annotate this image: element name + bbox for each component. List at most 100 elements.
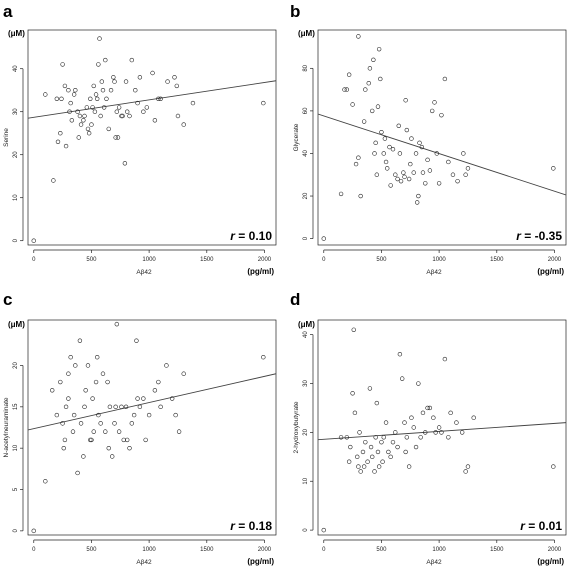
correlation-label: r = 0.10 — [230, 229, 272, 243]
data-point — [77, 338, 83, 343]
data-point — [375, 104, 381, 109]
data-point — [100, 371, 106, 376]
data-point — [436, 181, 442, 186]
data-point — [115, 135, 121, 140]
data-point — [141, 109, 146, 114]
data-point — [376, 464, 382, 469]
data-point — [404, 435, 410, 440]
y-tick-label: 30 — [303, 380, 309, 387]
data-point — [446, 435, 451, 440]
x-axis-label: Aβ42 — [136, 559, 152, 566]
data-point — [123, 79, 129, 84]
x-unit-label: (pg/ml) — [537, 267, 564, 276]
data-point — [450, 172, 456, 177]
data-point — [431, 415, 436, 420]
data-point — [463, 172, 468, 177]
y-axis-label: N-acetylneuraminate — [3, 397, 10, 457]
data-point — [83, 388, 88, 393]
data-point — [124, 109, 130, 114]
data-point — [413, 151, 419, 156]
data-point — [114, 321, 120, 327]
data-point — [342, 87, 347, 92]
y-tick-label: 0 — [303, 528, 309, 532]
plot-frame — [27, 319, 277, 536]
data-point — [31, 528, 36, 534]
data-point — [146, 412, 152, 418]
data-point — [135, 100, 140, 106]
y-tick-label: 10 — [13, 194, 19, 201]
data-point — [378, 76, 383, 82]
data-point — [88, 437, 93, 443]
data-point — [66, 87, 71, 93]
y-tick-label: 0 — [303, 236, 309, 240]
data-point — [131, 412, 137, 418]
data-point — [88, 96, 93, 102]
data-point — [61, 445, 66, 451]
data-point — [63, 404, 69, 410]
data-point — [363, 87, 368, 92]
data-point — [381, 151, 386, 156]
data-point — [68, 355, 73, 360]
data-point — [181, 122, 186, 127]
data-point — [156, 379, 161, 385]
data-point — [459, 430, 465, 435]
data-point — [400, 376, 405, 381]
data-point — [390, 147, 396, 152]
data-point — [429, 108, 435, 114]
data-point — [402, 174, 407, 180]
data-point — [67, 109, 72, 114]
data-point — [373, 435, 378, 440]
data-point — [124, 437, 130, 443]
data-point — [423, 430, 428, 435]
data-point — [357, 430, 362, 435]
data-point — [382, 136, 388, 141]
y-tick-label: 15 — [13, 403, 19, 410]
data-point — [379, 129, 384, 135]
data-point — [103, 429, 108, 434]
data-point — [77, 113, 83, 119]
data-point — [69, 118, 75, 123]
data-point — [60, 62, 65, 67]
data-point — [106, 445, 111, 451]
plot-frame — [317, 29, 567, 246]
x-unit-label: (pg/ml) — [247, 557, 274, 566]
data-point — [73, 87, 78, 93]
data-point — [397, 151, 403, 156]
regression-line — [28, 373, 276, 431]
data-point — [352, 410, 358, 416]
data-point — [423, 181, 428, 186]
data-point — [111, 75, 116, 80]
r-value: = 0.01 — [525, 519, 562, 533]
x-tick-label: 0 — [322, 257, 326, 263]
data-point — [78, 122, 84, 127]
data-point — [71, 412, 77, 418]
data-point — [387, 144, 392, 150]
data-point — [406, 176, 412, 182]
data-point — [380, 459, 385, 464]
data-point — [85, 363, 91, 368]
data-point — [372, 469, 377, 474]
data-point — [434, 151, 440, 156]
data-point — [85, 126, 91, 132]
data-point — [408, 161, 413, 167]
data-point — [425, 405, 430, 411]
data-point — [321, 236, 326, 241]
y-tick-label: 60 — [303, 107, 309, 114]
data-point — [158, 404, 163, 410]
y-unit-label: (μM) — [8, 320, 25, 329]
data-point — [416, 381, 421, 386]
data-point — [68, 100, 73, 106]
data-point — [381, 435, 386, 440]
y-tick-label: 20 — [303, 428, 309, 435]
y-tick-label: 0 — [13, 529, 19, 533]
data-point — [413, 444, 419, 450]
data-point — [367, 66, 373, 71]
data-point — [409, 415, 414, 420]
data-point — [90, 105, 95, 110]
data-point — [76, 135, 81, 140]
data-point — [54, 412, 60, 418]
data-point — [121, 437, 126, 443]
x-tick-label: 1500 — [200, 547, 214, 553]
data-point — [361, 119, 367, 124]
data-point — [55, 139, 61, 145]
